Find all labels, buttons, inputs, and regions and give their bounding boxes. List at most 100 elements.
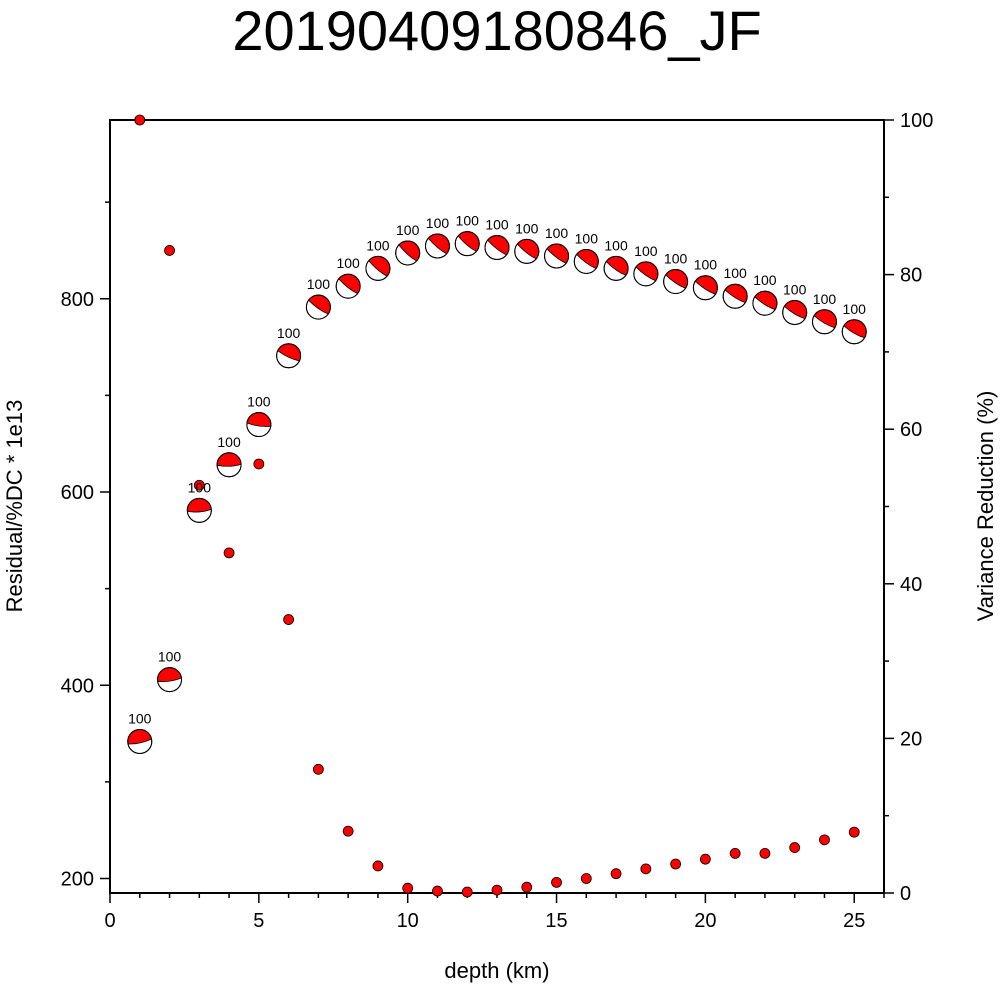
beachball-label: 100 [158, 649, 182, 665]
beachball-marker: 100 [365, 237, 391, 281]
y2-tick-label: 100 [900, 110, 933, 132]
beachball-label: 100 [604, 237, 628, 253]
beachball-marker: 100 [395, 222, 421, 266]
beachball-label: 100 [575, 230, 599, 246]
beachball-label: 100 [366, 237, 390, 253]
beachball-outline [186, 497, 212, 523]
residual-point [253, 458, 265, 470]
beachball-compression [157, 667, 182, 683]
residual-series [134, 114, 860, 898]
beachball-outline [544, 243, 570, 269]
beachball-outline [454, 231, 480, 257]
residual-point [759, 847, 771, 859]
beachball-outline [841, 319, 867, 345]
beachball-marker: 100 [603, 237, 629, 281]
beachball-marker: 100 [752, 272, 778, 316]
x-axis-label: depth (km) [444, 958, 549, 983]
beachball-marker: 100 [157, 649, 183, 693]
beachball-label: 100 [545, 225, 569, 241]
x-tick-label: 5 [253, 910, 264, 932]
y-tick-label: 400 [61, 675, 94, 697]
beachball-marker: 100 [811, 291, 837, 335]
residual-point [580, 873, 592, 884]
residual-point [610, 868, 622, 880]
beachball-compression [246, 412, 272, 427]
beachball-marker: 100 [573, 230, 599, 274]
residual-point [342, 825, 354, 837]
beachball-outline [424, 233, 450, 259]
y-axis-right: 0 20 40 60 80 100 [884, 110, 933, 905]
beachball-outline [692, 275, 718, 301]
residual-point [432, 885, 443, 897]
beachball-outline [127, 728, 153, 754]
residual-point [461, 886, 473, 898]
beachball-outline [603, 255, 629, 281]
beachball-label: 100 [247, 394, 271, 410]
beachball-outline [811, 309, 837, 335]
beachball-outline [157, 667, 183, 693]
variance-reduction-series: 100 100 100 100 100 100 100 100 100 100 100 100 100 1… [127, 213, 867, 754]
beachball-label: 100 [664, 251, 688, 267]
residual-point [193, 479, 205, 491]
beachball-label: 100 [188, 479, 212, 495]
beachball-marker: 100 [276, 325, 302, 369]
x-tick-label: 10 [397, 910, 419, 932]
y2-tick-label: 0 [900, 883, 911, 905]
beachball-label: 100 [396, 222, 420, 238]
y2-tick-label: 80 [900, 265, 922, 287]
beachball-outline [573, 248, 599, 274]
beachball-outline [276, 343, 302, 369]
beachball-label: 100 [217, 434, 241, 450]
beachball-marker: 100 [186, 479, 212, 523]
beachball-label: 100 [307, 276, 331, 292]
y-tick-label: 800 [61, 289, 94, 311]
beachball-label: 100 [753, 272, 777, 288]
beachball-outline [633, 261, 659, 287]
y-tick-label: 600 [61, 482, 94, 504]
beachball-marker: 100 [722, 265, 748, 309]
beachball-marker: 100 [246, 394, 272, 438]
beachball-outline [663, 269, 689, 295]
beachball-outline [722, 283, 748, 309]
residual-point [729, 847, 741, 859]
beachball-marker: 100 [454, 213, 480, 257]
beachball-compression [216, 452, 242, 467]
beachball-marker: 100 [424, 215, 450, 259]
beachball-marker: 100 [692, 257, 718, 301]
residual-point [312, 763, 324, 775]
beachball-marker: 100 [633, 243, 659, 287]
residual-point [670, 858, 682, 870]
beachball-marker: 100 [216, 434, 242, 478]
residual-point [164, 245, 175, 256]
beachball-outline [752, 290, 778, 316]
residual-point [372, 860, 384, 872]
beachball-label: 100 [128, 710, 152, 726]
beachball-label: 100 [426, 215, 450, 231]
residual-point [699, 853, 711, 865]
beachball-marker: 100 [544, 225, 570, 269]
beachball-label: 100 [783, 281, 807, 297]
beachball-outline [335, 273, 361, 299]
residual-point [819, 834, 830, 846]
residual-point [223, 547, 235, 559]
beachball-outline [305, 294, 331, 320]
beachball-marker: 100 [663, 251, 689, 295]
beachball-compression [186, 498, 212, 513]
beachball-outline [484, 235, 510, 261]
residual-point [640, 863, 652, 875]
beachball-marker: 100 [514, 220, 540, 264]
beachball-label: 100 [515, 220, 539, 236]
residual-point [402, 882, 414, 894]
y2-tick-label: 20 [900, 728, 922, 750]
y-axis-left: 200 400 600 800 [61, 201, 110, 891]
x-tick-label: 0 [104, 910, 115, 932]
beachball-marker: 100 [127, 710, 153, 754]
beachball-outline [782, 299, 808, 325]
beachball-marker: 100 [841, 301, 867, 345]
beachball-marker: 100 [305, 276, 331, 320]
residual-point [848, 826, 860, 838]
beachball-marker: 100 [484, 217, 510, 261]
beachball-label: 100 [277, 325, 301, 341]
residual-point [283, 614, 295, 625]
